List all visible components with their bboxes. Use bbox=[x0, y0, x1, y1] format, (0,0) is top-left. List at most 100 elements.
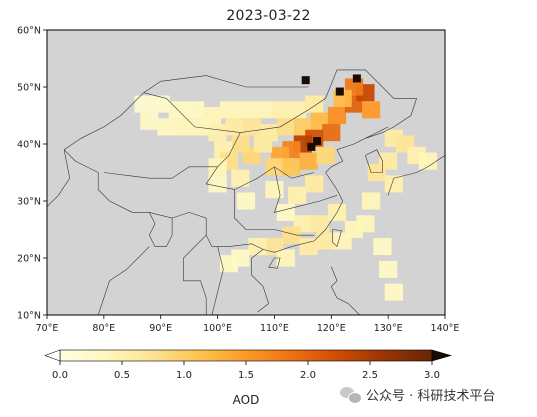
aod-cell bbox=[236, 101, 256, 119]
aod-hotspot bbox=[307, 142, 316, 151]
aod-cell bbox=[418, 152, 438, 170]
lon-tick-label: 110°E bbox=[260, 323, 289, 334]
lat-tick-label: 50°N bbox=[17, 83, 41, 94]
border-line bbox=[268, 257, 281, 269]
aod-cell bbox=[384, 175, 403, 193]
border-line bbox=[332, 229, 342, 248]
colorbar-ticks: 0.0 0.5 1.0 1.5 2.0 2.5 3.0 bbox=[52, 361, 440, 381]
aod-hotspot bbox=[301, 76, 310, 85]
map-panel: 70°E 80°E 90°E 100°E 110°E 120°E 130°E 140°E 10… bbox=[17, 26, 460, 335]
aod-cell bbox=[361, 192, 381, 210]
colorbar-under-arrow bbox=[44, 349, 61, 362]
country-borders bbox=[47, 69, 445, 315]
colorbar-tick-label: 2.0 bbox=[300, 370, 316, 381]
aod-cell bbox=[236, 192, 256, 210]
aod-cell bbox=[253, 101, 273, 119]
map-title: 2023-03-22 bbox=[226, 8, 311, 24]
lon-tick-label: 70°E bbox=[36, 323, 59, 334]
border-line bbox=[444, 131, 445, 133]
aod-cell bbox=[379, 260, 398, 278]
aod-cell bbox=[288, 186, 307, 204]
wechat-icon bbox=[340, 386, 362, 404]
aod-cell bbox=[282, 158, 301, 176]
lat-tick-label: 20°N bbox=[17, 254, 41, 265]
aod-cell bbox=[231, 135, 250, 153]
colorbar-over-arrow bbox=[431, 349, 453, 362]
latitude-axis: 10°N 20°N 30°N 40°N 50°N 60°N bbox=[17, 26, 47, 322]
colorbar: 0.0 0.5 1.0 1.5 2.0 2.5 3.0 AOD bbox=[44, 349, 453, 407]
border-line bbox=[365, 149, 383, 173]
aod-cell bbox=[305, 175, 324, 193]
border-line bbox=[97, 246, 150, 315]
colorbar-gradient bbox=[59, 349, 433, 362]
aod-cell bbox=[276, 249, 295, 267]
colorbar-tick-label: 2.5 bbox=[362, 370, 378, 381]
watermark: 公众号 · 科研技术平台 bbox=[340, 385, 495, 404]
colorbar-tick-label: 1.5 bbox=[238, 370, 254, 381]
border-line bbox=[234, 189, 315, 236]
watermark-text: 公众号 · 科研技术平台 bbox=[366, 389, 496, 404]
colorbar-tick-label: 3.0 bbox=[424, 370, 440, 381]
aod-cell bbox=[225, 118, 244, 136]
border-line bbox=[273, 166, 338, 213]
aod-cell bbox=[185, 101, 204, 119]
aod-cell bbox=[282, 226, 301, 244]
border-line bbox=[148, 212, 173, 247]
aod-cell bbox=[316, 232, 335, 250]
longitude-axis: 70°E 80°E 90°E 100°E 110°E 120°E 130°E 140°E bbox=[36, 315, 460, 334]
border-line bbox=[143, 75, 309, 93]
border-line bbox=[47, 149, 71, 207]
lat-tick-label: 10°N bbox=[17, 311, 41, 322]
colorbar-tick-label: 0.5 bbox=[114, 370, 130, 381]
aod-cell bbox=[140, 112, 159, 130]
aod-cell bbox=[219, 101, 239, 119]
aod-cell bbox=[208, 124, 227, 142]
aod-cell bbox=[373, 238, 392, 256]
aod-cell bbox=[327, 106, 347, 125]
lon-tick-label: 120°E bbox=[317, 323, 346, 334]
aod-cell bbox=[305, 95, 324, 113]
colorbar-label: AOD bbox=[233, 393, 260, 407]
aod-hotspot bbox=[335, 87, 344, 96]
border-line bbox=[251, 249, 270, 313]
aod-cell bbox=[174, 118, 193, 136]
aod-cell bbox=[242, 118, 261, 136]
aod-cell bbox=[288, 101, 307, 119]
aod-cell bbox=[384, 283, 403, 301]
aod-cell bbox=[276, 203, 295, 221]
lon-tick-label: 130°E bbox=[374, 323, 403, 334]
map-frame bbox=[46, 29, 446, 316]
aod-cell bbox=[208, 175, 227, 193]
aod-cell bbox=[299, 238, 318, 256]
lon-tick-label: 140°E bbox=[431, 323, 460, 334]
aod-cell bbox=[265, 181, 284, 199]
aod-layer bbox=[134, 74, 438, 301]
lat-tick-label: 30°N bbox=[17, 197, 41, 208]
lon-tick-label: 90°E bbox=[149, 323, 172, 334]
border-line bbox=[103, 166, 218, 179]
lat-tick-label: 60°N bbox=[17, 26, 41, 37]
aod-cell bbox=[231, 169, 250, 187]
aod-cell bbox=[157, 118, 176, 136]
lon-tick-label: 80°E bbox=[92, 323, 115, 334]
border-line bbox=[63, 69, 418, 253]
aod-cell bbox=[276, 118, 295, 136]
aod-cell bbox=[134, 95, 153, 113]
aod-cell bbox=[299, 152, 318, 170]
aod-cell bbox=[344, 220, 364, 239]
aod-cell bbox=[253, 135, 273, 153]
colorbar-tick-label: 0.0 bbox=[52, 370, 68, 381]
aod-cell bbox=[361, 101, 381, 119]
colorbar-tick-label: 1.0 bbox=[176, 370, 192, 381]
aod-hotspot bbox=[313, 137, 322, 146]
lon-tick-label: 100°E bbox=[203, 323, 232, 334]
aod-cell bbox=[151, 95, 170, 113]
aod-cell bbox=[310, 215, 330, 233]
border-line bbox=[387, 137, 445, 196]
aod-cell bbox=[219, 255, 239, 273]
aod-hotspot bbox=[352, 74, 361, 83]
border-line bbox=[330, 266, 360, 315]
lat-tick-label: 40°N bbox=[17, 140, 41, 151]
border-line bbox=[183, 234, 207, 315]
